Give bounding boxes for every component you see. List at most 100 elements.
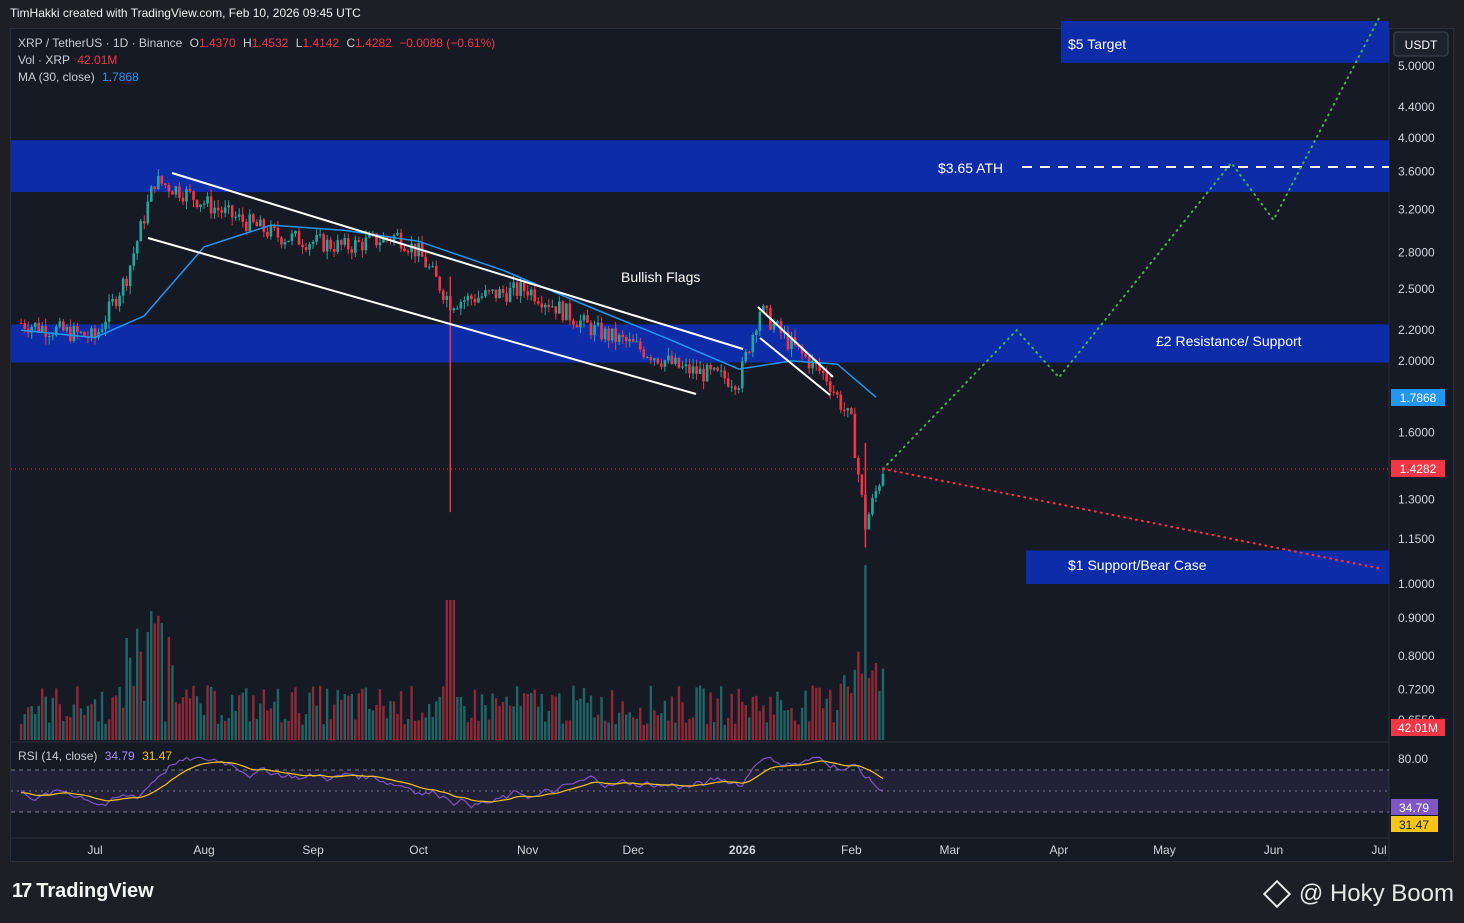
candle-body [259,219,262,227]
legend-ohlc: XRP / TetherUS · 1D · Binance O1.4370 H1… [18,36,496,50]
candle-body [589,322,593,336]
candle-body [223,207,227,213]
volume-bar [730,693,733,740]
candle-body [276,227,280,238]
candle-body [543,304,547,308]
watermark: @ Hoky Boom [1262,879,1454,909]
volume-bar [181,697,185,740]
volume-bar [276,688,280,740]
volume-bar [727,717,730,740]
candle-body [645,357,649,359]
volume-bar [209,686,213,740]
candle-body [188,189,192,192]
candle-body [470,295,473,299]
volume-bar [107,719,111,740]
candle-body [104,321,107,330]
volume-bar [695,687,698,740]
candle-body [69,326,72,341]
candle-body [762,305,765,312]
volume-bar [30,705,33,740]
x-tick-label: Aug [193,843,214,857]
candle-body [322,234,325,252]
volume-bar [259,703,262,740]
volume-bar [410,686,413,740]
candle-body [160,175,164,184]
candle-body [765,305,769,309]
y-tick-label: 3.2000 [1398,203,1435,217]
candle-body [621,334,624,338]
candle-body [100,329,104,332]
candle-body [709,364,712,370]
candle-body [329,239,332,249]
volume-bar [797,724,800,740]
volume-bar [431,716,434,740]
flag-lower-line-1 [147,237,697,395]
volume-bar [874,663,878,740]
volume-bar [853,669,857,740]
volume-bar [424,717,427,740]
candle-body [234,216,238,218]
volume-bar [329,719,332,740]
volume-bar [811,685,814,740]
volume-bar [195,696,199,740]
volume-bar [568,720,572,740]
candle-body [237,214,241,217]
candle-body [586,315,589,323]
candle-body [301,244,304,248]
volume-bar [793,720,797,740]
volume-bar [487,719,491,740]
candle-body [19,323,23,325]
x-tick-label: Jul [87,843,102,857]
volume-bar [723,724,726,740]
volume-bar [318,685,322,740]
bull-projection [882,17,1380,470]
volume-bar [751,696,755,740]
tradingview-logo[interactable]: 17 TradingView [12,880,154,903]
candle-body [737,388,741,390]
candle-body [533,289,537,302]
volume-bar [772,714,776,740]
volume-bar [406,719,410,740]
legend-ma: MA (30, close) 1.7868 [18,70,139,84]
volume-bar [639,707,642,740]
candle-body [536,301,540,304]
volume-bar [128,657,132,740]
candle-body [146,201,150,224]
volume-bar [547,710,550,740]
volume-bar [719,686,723,740]
volume-bar [470,717,473,740]
candle-body [290,233,294,241]
candle-body [434,266,438,277]
candle-body [726,378,730,387]
volume-bar [392,701,396,740]
volume-bar [716,698,719,740]
volume-bar [744,705,747,740]
candle-body [572,320,575,325]
volume-bar [262,689,266,740]
volume-bar [86,705,90,740]
volume-bar [684,722,688,740]
volume-bar [737,688,740,740]
zone-2 [11,140,1389,193]
volume-bar [586,702,589,740]
candle-body [635,341,639,343]
candle-body [477,297,480,303]
candle-body [361,241,364,251]
candle-body [529,289,533,296]
volume-bar [41,688,44,740]
candle-body [554,306,558,314]
legend-volume: Vol · XRP 42.01M [18,53,118,67]
tradingview-icon: 17 [12,880,32,902]
volume-bar [642,724,645,740]
volume-bar [561,723,565,740]
volume-bar [51,697,54,740]
currency-badge[interactable] [1393,31,1449,57]
volume-bar [530,693,533,740]
volume-bar [290,692,294,740]
candle-body [350,249,354,253]
candle-body [58,321,62,327]
candle-body [617,334,621,342]
rsi-ma-badge-value: 31.47 [1399,818,1429,832]
candle-body [304,247,308,250]
